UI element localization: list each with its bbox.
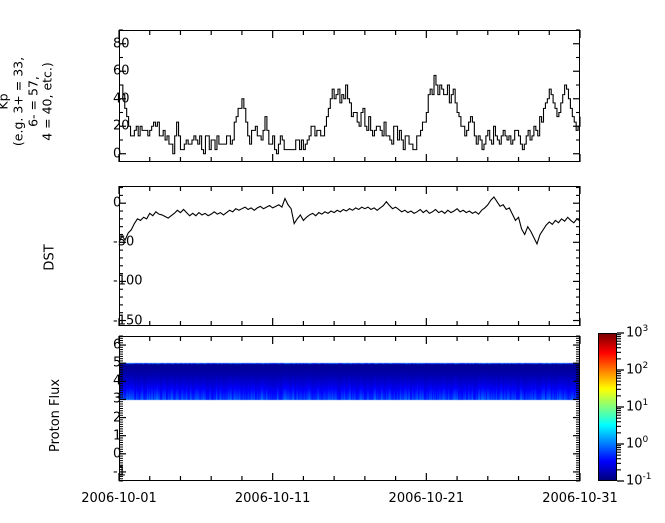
kp-axis-title: Kp (e.g. 3+ = 33, 6- = 57, 4 = 40, etc.) bbox=[0, 32, 56, 172]
colorbar-frame bbox=[598, 333, 617, 481]
colorbar-tick-label: 103 bbox=[626, 324, 649, 341]
proton-flux-tick-marks bbox=[118, 335, 581, 482]
proton-flux-heatmap bbox=[120, 337, 579, 480]
kp-panel-frame bbox=[119, 30, 580, 162]
colorbar-tick-label: 101 bbox=[626, 398, 649, 415]
x-tick-label: 2006-10-11 bbox=[234, 491, 311, 506]
x-tick-label: 2006-10-21 bbox=[388, 491, 465, 506]
colorbar-tick-marks bbox=[617, 332, 624, 482]
kp-tick-marks bbox=[118, 29, 581, 162]
kp-axis-title-line3: 6- = 57, bbox=[25, 76, 40, 127]
dst-tick-marks bbox=[118, 186, 581, 326]
colorbar-tick-label: 102 bbox=[626, 361, 649, 378]
dst-panel-frame bbox=[119, 186, 580, 326]
colorbar-tick-label: 10-1 bbox=[626, 472, 652, 489]
dst-axis-title: DST bbox=[42, 244, 58, 271]
kp-axis-title-line4: 4 = 40, etc.) bbox=[39, 62, 55, 141]
colorbar-tick-label: 100 bbox=[626, 435, 649, 452]
proton-flux-axis-title: Proton Flux bbox=[48, 378, 64, 453]
kp-trace bbox=[119, 74, 581, 155]
x-tick-label: 2006-10-01 bbox=[81, 491, 157, 506]
dst-trace bbox=[118, 196, 581, 246]
x-tick-label: 2006-10-31 bbox=[542, 491, 618, 506]
kp-axis-title-line2: (e.g. 3+ = 33, bbox=[10, 56, 26, 147]
colorbar-gradient bbox=[599, 334, 616, 480]
